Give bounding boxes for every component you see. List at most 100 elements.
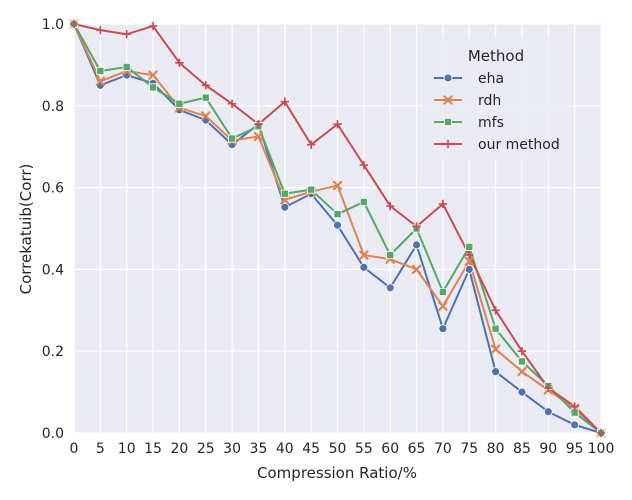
data-point-mfs — [333, 210, 342, 219]
x-tick-label: 100 — [588, 441, 615, 457]
data-point-our-method — [517, 347, 527, 356]
x-tick-label: 85 — [513, 441, 531, 457]
data-point-mfs — [491, 324, 500, 333]
data-point-our-method — [227, 99, 237, 108]
data-point-mfs — [517, 357, 526, 366]
data-point-our-method — [359, 160, 369, 170]
x-tick-label: 15 — [144, 441, 162, 457]
data-point-our-method — [175, 58, 184, 68]
legend-marker-eha — [443, 73, 453, 83]
x-tick-label: 10 — [118, 441, 136, 457]
x-tick-label: 90 — [539, 441, 557, 457]
legend-marker-rdh — [443, 95, 453, 105]
data-point-eha — [359, 262, 369, 272]
legend-box — [422, 38, 572, 160]
x-tick-label: 40 — [276, 441, 294, 457]
data-point-rdh — [359, 250, 369, 260]
legend-label-mfs: mfs — [478, 115, 504, 131]
legend-marker-mfs — [443, 118, 452, 127]
legend-title: Method — [468, 47, 524, 65]
data-point-mfs — [149, 83, 158, 92]
data-point-our-method — [438, 199, 448, 209]
data-point-our-method — [254, 120, 263, 129]
data-point-rdh — [411, 264, 422, 275]
data-point-our-method — [69, 19, 79, 29]
data-point-mfs — [465, 242, 474, 251]
x-tick-label: 70 — [434, 441, 452, 457]
data-point-eha — [280, 202, 290, 212]
data-point-our-method — [596, 428, 606, 438]
legend-label-eha: eha — [478, 71, 504, 87]
data-point-eha — [385, 283, 395, 293]
data-point-mfs — [96, 67, 105, 76]
data-point-rdh — [332, 180, 343, 191]
x-axis-ticks: 0 5 10 15 20 25 30 35 40 45 50 55 60 65 70 75 80 85 90 95 10… — [70, 441, 615, 457]
data-point-rdh — [253, 131, 264, 142]
data-point-rdh — [464, 256, 474, 266]
data-point-eha — [333, 220, 342, 230]
data-point-our-method — [544, 383, 553, 393]
data-point-mfs — [228, 134, 237, 143]
data-point-mfs — [122, 62, 131, 71]
data-point-eha — [438, 324, 448, 334]
x-tick-label: 30 — [223, 441, 241, 457]
data-point-rdh — [517, 366, 527, 377]
x-tick-label: 20 — [170, 441, 188, 457]
legend-label-our-method: our method — [478, 137, 560, 153]
y-tick-label: 0.4 — [42, 262, 64, 278]
x-tick-label: 75 — [460, 441, 478, 457]
x-tick-label: 80 — [487, 441, 505, 457]
x-axis-label: Compression Ratio/% — [257, 464, 417, 482]
data-point-rdh — [95, 76, 106, 86]
data-point-our-method — [96, 25, 105, 35]
data-point-our-method — [333, 120, 342, 129]
x-tick-label: 60 — [381, 441, 399, 457]
y-tick-label: 1.0 — [42, 17, 64, 33]
y-axis-label: Correkatuib(Corr) — [17, 164, 35, 295]
y-tick-label: 0.6 — [42, 181, 64, 197]
y-tick-label: 0.0 — [42, 426, 64, 442]
data-point-rdh — [201, 111, 211, 121]
data-point-mfs — [201, 93, 210, 102]
data-point-eha — [517, 387, 527, 397]
y-tick-label: 0.8 — [42, 99, 64, 115]
data-point-our-method — [148, 21, 158, 31]
data-point-our-method — [412, 222, 421, 231]
data-point-our-method — [306, 140, 316, 149]
data-point-our-method — [386, 201, 395, 211]
data-point-rdh — [490, 344, 501, 354]
legend-label-rdh: rdh — [478, 93, 501, 109]
x-tick-label: 95 — [566, 441, 584, 457]
data-point-our-method — [465, 250, 474, 260]
y-tick-label: 0.2 — [42, 344, 64, 360]
data-point-eha — [570, 420, 580, 430]
data-point-our-method — [491, 306, 500, 315]
legend: Method eha rdh mfs our method — [422, 38, 572, 160]
data-point-mfs — [307, 185, 316, 194]
x-tick-label: 55 — [355, 441, 373, 457]
x-tick-label: 50 — [329, 441, 347, 457]
data-point-our-method — [201, 81, 210, 90]
data-point-eha — [491, 367, 501, 377]
data-point-mfs — [280, 189, 289, 198]
x-tick-label: 5 — [96, 441, 105, 457]
data-point-mfs — [386, 251, 395, 260]
data-point-our-method — [280, 97, 289, 106]
data-point-mfs — [175, 99, 184, 108]
data-point-eha — [412, 240, 421, 250]
x-tick-label: 25 — [197, 441, 215, 457]
data-point-rdh — [148, 70, 158, 80]
series-markers — [69, 19, 606, 438]
legend-items: eha rdh mfs our method — [434, 71, 560, 153]
data-point-eha — [543, 407, 553, 417]
x-tick-label: 0 — [70, 441, 79, 457]
data-point-our-method — [570, 402, 579, 411]
x-tick-label: 45 — [302, 441, 320, 457]
data-point-mfs — [438, 287, 447, 296]
legend-marker-our-method — [443, 139, 453, 149]
x-tick-label: 65 — [408, 441, 426, 457]
data-point-eha — [464, 264, 474, 274]
data-point-mfs — [359, 197, 368, 206]
